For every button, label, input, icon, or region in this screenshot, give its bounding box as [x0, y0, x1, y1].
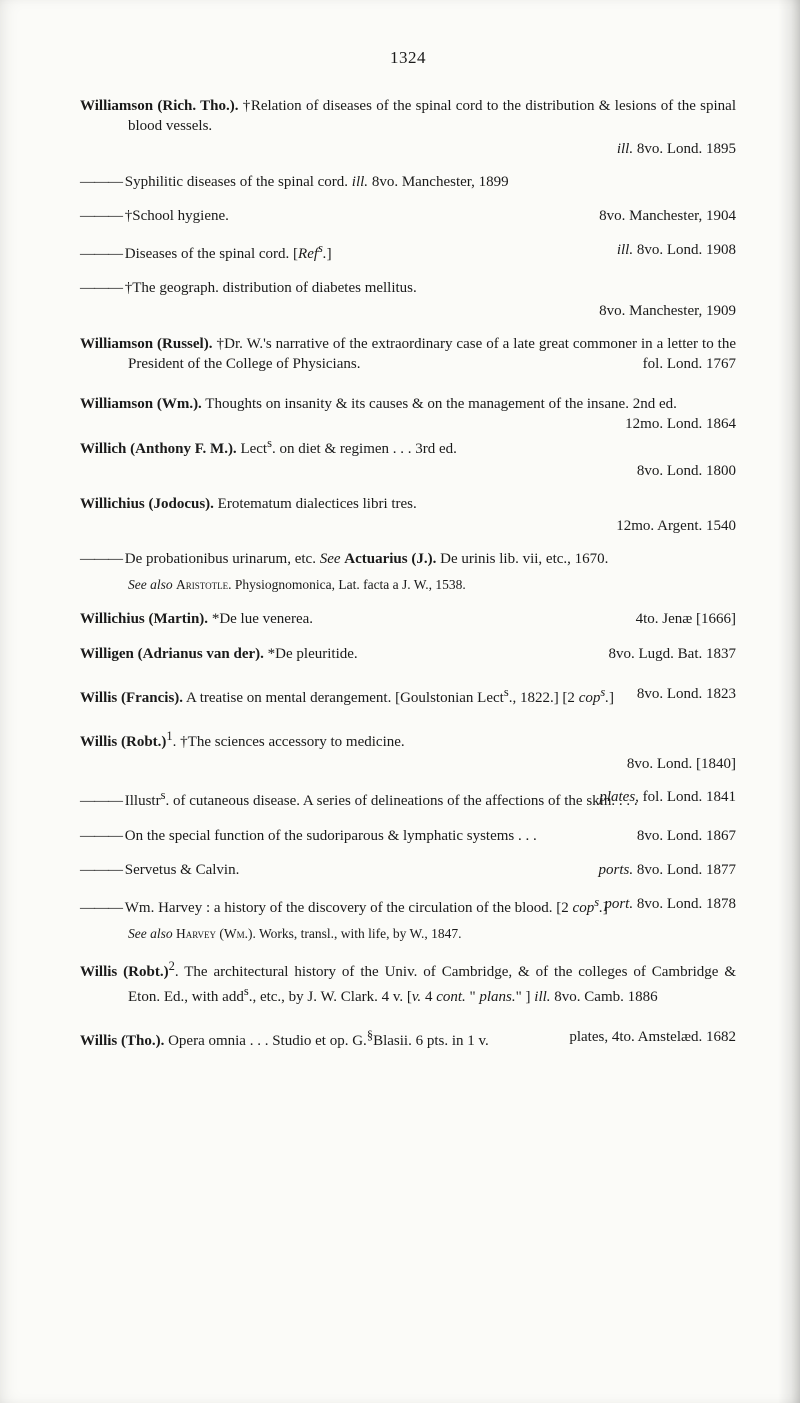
page: 1324 Williamson (Rich. Tho.). †Relation …	[0, 0, 800, 1403]
bibliography-entry: Diseases of the spinal cord. [Refs.] ill…	[80, 240, 736, 264]
bibliography-entry: On the special function of the sudoripar…	[80, 826, 736, 846]
imprint-line: 8vo. Lond. [1840]	[80, 756, 736, 773]
bibliography-entry: †School hygiene. 8vo. Manchester, 1904	[80, 206, 736, 226]
bibliography-entry: Willich (Anthony F. M.). Lects. on diet …	[80, 435, 736, 459]
bibliography-entry: Wm. Harvey : a history of the discovery …	[80, 894, 736, 918]
bibliography-entry: Syphilitic diseases of the spinal cord. …	[80, 172, 736, 192]
bibliography-entry: Willis (Robt.)2. The architectural histo…	[80, 958, 736, 1007]
imprint-line: 8vo. Manchester, 1909	[80, 303, 736, 320]
bibliography-entry: Willichius (Martin). *De lue venerea. 4t…	[80, 609, 736, 629]
bibliography-entry: Williamson (Wm.). Thoughts on insanity &…	[80, 394, 736, 414]
bibliography-entry: Williamson (Rich. Tho.). †Relation of di…	[80, 96, 736, 137]
imprint-line: 8vo. Lond. 1800	[80, 463, 736, 480]
imprint-line: ill. 8vo. Lond. 1895	[80, 141, 736, 158]
bibliography-entry: Willis (Tho.). Opera omnia . . . Studio …	[80, 1027, 736, 1051]
see-also-note: See also Harvey (Wm.). Works, transl., w…	[80, 926, 736, 942]
bibliography-entry: Willis (Robt.)1. †The sciences accessory…	[80, 728, 736, 752]
bibliography-entry: Willis (Francis). A treatise on mental d…	[80, 684, 736, 708]
see-also-note: See also Aristotle. Physiognomonica, Lat…	[80, 577, 736, 593]
bibliography-entry: Willichius (Jodocus). Erotematum dialect…	[80, 494, 736, 514]
bibliography-entry: Illustrs. of cutaneous disease. A series…	[80, 787, 736, 811]
bibliography-entry: Williamson (Russel). †Dr. W.'s narrative…	[80, 334, 736, 375]
bibliography-entry: Servetus & Calvin. ports. 8vo. Lond. 187…	[80, 860, 736, 880]
imprint-line: 12mo. Argent. 1540	[80, 518, 736, 535]
bibliography-entry: De probationibus urinarum, etc. See Actu…	[80, 549, 736, 569]
page-number: 1324	[80, 48, 736, 68]
bibliography-entries: Williamson (Rich. Tho.). †Relation of di…	[80, 96, 736, 1065]
bibliography-entry: †The geograph. distribution of diabetes …	[80, 278, 736, 298]
bibliography-entry: Willigen (Adrianus van der). *De pleurit…	[80, 644, 736, 664]
